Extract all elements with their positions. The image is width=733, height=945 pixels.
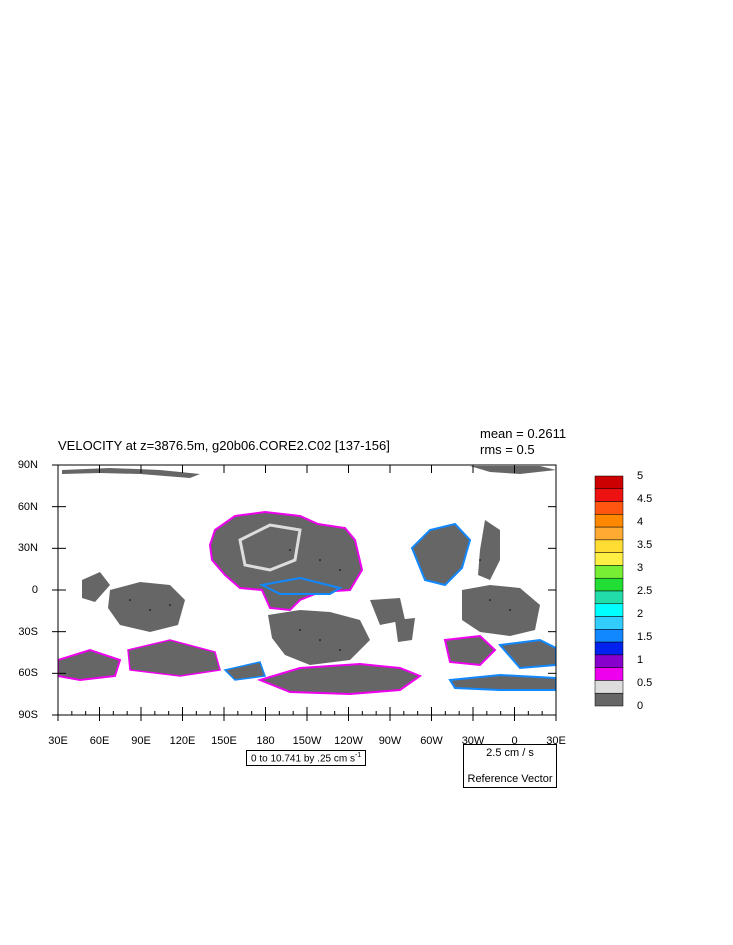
colorbar-swatch	[594, 565, 624, 579]
x-tick-label: 60E	[89, 735, 110, 747]
x-tick-label: 60W	[420, 735, 443, 747]
colorbar-label: 3.5	[637, 539, 653, 551]
colorbar-label: 0	[637, 700, 644, 712]
colorbar-label: 3	[637, 562, 644, 574]
colorbar-swatch	[594, 680, 624, 694]
reference-vector-label: Reference Vector	[467, 773, 553, 785]
contour-info-exponent: -1	[354, 752, 362, 759]
x-tick-marks	[57, 465, 557, 721]
x-tick-label: 120W	[334, 735, 363, 747]
ocean-field	[58, 466, 556, 696]
colorbar-label: 1	[637, 654, 644, 666]
y-tick-label: 0	[31, 584, 38, 596]
colorbar-swatch	[594, 526, 624, 541]
reference-vector-box: 2.5 cm / s Reference Vector	[463, 744, 557, 788]
colorbar-swatch	[594, 577, 624, 592]
x-tick-label: 150W	[292, 735, 322, 747]
colorbar-swatch	[594, 667, 624, 681]
colorbar-swatch	[594, 616, 624, 630]
y-tick-marks	[52, 464, 556, 716]
x-tick-label: 180	[256, 735, 275, 747]
x-tick-label: 90W	[378, 735, 402, 747]
y-tick-label: 60S	[18, 667, 38, 680]
colorbar-swatch	[594, 488, 624, 502]
colorbar-label: 1.5	[637, 631, 653, 643]
colorbar-label: 2	[637, 608, 644, 620]
y-tick-label: 90N	[17, 459, 38, 471]
vector-dots	[129, 549, 511, 651]
colorbar-swatch	[594, 590, 624, 605]
contour-info-text: 0 to 10.741 by .25 cm s	[251, 753, 355, 765]
colorbar	[594, 475, 624, 707]
x-tick-label: 0	[511, 735, 518, 747]
x-tick-label: 90E	[131, 735, 151, 747]
colorbar-label: 4	[637, 516, 644, 528]
colorbar-swatch	[594, 654, 624, 668]
y-tick-label: 30S	[18, 625, 38, 638]
colorbar-swatch	[594, 475, 624, 490]
colorbar-label: 0.5	[637, 677, 653, 689]
y-tick-label: 60N	[17, 500, 38, 513]
contour-info-box: 0 to 10.741 by .25 cm s-1	[246, 750, 367, 767]
colorbar-swatch	[594, 552, 624, 566]
y-tick-label: 90S	[18, 709, 38, 721]
x-tick-label: 30E	[48, 735, 68, 747]
map-title: VELOCITY at z=3876.5m, g20b06.CORE2.C02 …	[58, 438, 390, 453]
colorbar-swatch	[594, 692, 624, 707]
colorbar-label: 4.5	[637, 493, 653, 505]
y-tick-label: 30N	[17, 542, 38, 555]
mean-stat: mean = 0.2611	[480, 426, 567, 441]
colorbar-swatch	[594, 603, 624, 617]
colorbar-swatch	[594, 641, 624, 656]
colorbar-swatch	[594, 501, 624, 515]
colorbar-swatch	[594, 629, 624, 643]
rms-stat: rms = 0.5	[480, 442, 535, 457]
colorbar-label: 5	[637, 470, 644, 482]
colorbar-label: 2.5	[637, 585, 653, 597]
colorbar-swatch	[594, 514, 624, 528]
x-tick-label: 120E	[169, 735, 196, 747]
x-tick-label: 150E	[211, 735, 237, 747]
reference-vector-magnitude: 2.5 cm / s	[486, 747, 534, 759]
colorbar-swatch	[594, 539, 624, 553]
